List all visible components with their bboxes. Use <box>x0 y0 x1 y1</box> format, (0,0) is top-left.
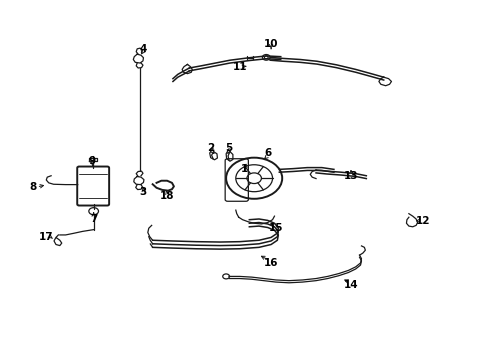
Text: 18: 18 <box>160 191 174 201</box>
Text: 14: 14 <box>343 280 357 289</box>
Text: 4: 4 <box>139 44 146 54</box>
Text: 1: 1 <box>241 165 247 174</box>
Text: 11: 11 <box>232 62 246 72</box>
Text: 9: 9 <box>88 156 96 166</box>
Text: 15: 15 <box>268 223 283 233</box>
Text: 5: 5 <box>225 143 232 153</box>
Text: 10: 10 <box>264 39 278 49</box>
Text: 12: 12 <box>415 216 430 226</box>
Text: 16: 16 <box>264 258 278 268</box>
Text: 17: 17 <box>39 232 54 242</box>
Text: 2: 2 <box>206 143 214 153</box>
Text: 7: 7 <box>90 214 97 224</box>
Text: 3: 3 <box>139 188 146 197</box>
Text: 13: 13 <box>343 171 357 181</box>
Text: 8: 8 <box>29 182 36 192</box>
Text: 6: 6 <box>264 148 271 158</box>
